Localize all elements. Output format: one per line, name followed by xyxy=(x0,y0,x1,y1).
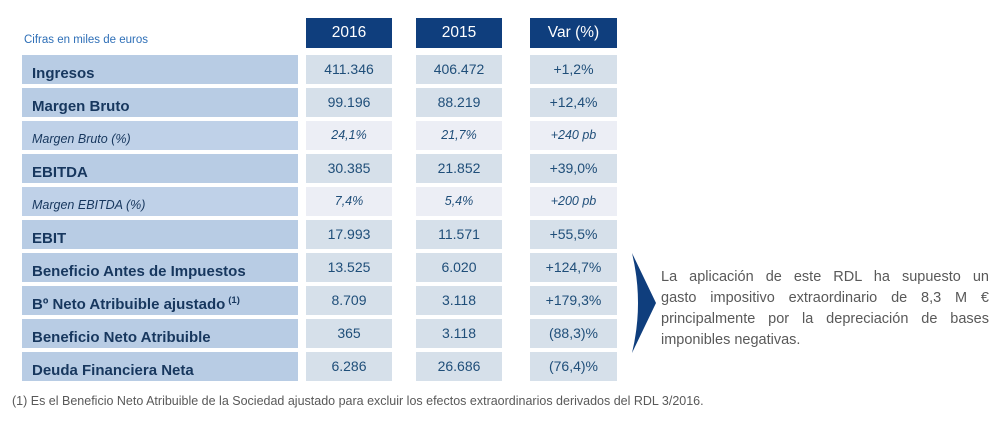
row-label: EBITDA xyxy=(22,154,298,183)
row-label: Deuda Financiera Neta xyxy=(22,352,298,381)
financial-results-table: Cifras en miles de euros 2016 2015 Var (… xyxy=(22,18,617,385)
value-2016: 8.709 xyxy=(306,286,392,315)
value-var: +1,2% xyxy=(530,55,617,84)
value-var: (88,3)% xyxy=(530,319,617,348)
value-2015: 88.219 xyxy=(416,88,502,117)
value-var: +124,7% xyxy=(530,253,617,282)
side-note: La aplicación de este RDL ha supuesto un… xyxy=(661,267,989,351)
value-var: +12,4% xyxy=(530,88,617,117)
value-2016: 99.196 xyxy=(306,88,392,117)
table-row: Deuda Financiera Neta 6.286 26.686 (76,4… xyxy=(22,352,617,381)
table-rows: Ingresos 411.346 406.472 +1,2% Margen Br… xyxy=(22,55,617,381)
value-2016: 411.346 xyxy=(306,55,392,84)
units-label: Cifras en miles de euros xyxy=(24,34,148,46)
side-note-line: principalmente por la depreciación de ba… xyxy=(661,311,989,327)
footnote-marker: (1) xyxy=(228,295,240,306)
value-var: +240 pb xyxy=(530,121,617,150)
value-2015: 5,4% xyxy=(416,187,502,216)
value-2015: 21.852 xyxy=(416,154,502,183)
value-2015: 26.686 xyxy=(416,352,502,381)
value-2016: 17.993 xyxy=(306,220,392,249)
value-2015: 21,7% xyxy=(416,121,502,150)
value-2015: 6.020 xyxy=(416,253,502,282)
value-2016: 365 xyxy=(306,319,392,348)
table-row: Margen Bruto 99.196 88.219 +12,4% xyxy=(22,88,617,117)
note-bracket-shape xyxy=(632,253,656,353)
value-2016: 24,1% xyxy=(306,121,392,150)
table-header-row: Cifras en miles de euros 2016 2015 Var (… xyxy=(22,18,617,48)
value-2015: 406.472 xyxy=(416,55,502,84)
column-header-2015: 2015 xyxy=(416,18,502,48)
footnote: (1) Es el Beneficio Neto Atribuible de l… xyxy=(12,394,704,408)
value-var: +55,5% xyxy=(530,220,617,249)
value-2015: 3.118 xyxy=(416,319,502,348)
value-var: +179,3% xyxy=(530,286,617,315)
row-label: Margen Bruto xyxy=(22,88,298,117)
side-note-line: La aplicación de este RDL ha supuesto un xyxy=(661,269,989,285)
table-row: EBIT 17.993 11.571 +55,5% xyxy=(22,220,617,249)
side-note-line: imponibles negativas. xyxy=(661,332,801,348)
row-label: Margen Bruto (%) xyxy=(22,121,298,150)
value-var: +200 pb xyxy=(530,187,617,216)
value-2016: 6.286 xyxy=(306,352,392,381)
value-2015: 11.571 xyxy=(416,220,502,249)
row-label: Beneficio Neto Atribuible xyxy=(22,319,298,348)
row-label: Ingresos xyxy=(22,55,298,84)
table-row: EBITDA 30.385 21.852 +39,0% xyxy=(22,154,617,183)
table-row: Beneficio Antes de Impuestos 13.525 6.02… xyxy=(22,253,617,282)
value-2015: 3.118 xyxy=(416,286,502,315)
value-2016: 30.385 xyxy=(306,154,392,183)
side-note-line: gasto impositivo extraordinario de 8,3 M… xyxy=(661,290,989,306)
value-2016: 7,4% xyxy=(306,187,392,216)
table-row: Margen EBITDA (%) 7,4% 5,4% +200 pb xyxy=(22,187,617,216)
table-row: Bº Neto Atribuible ajustado (1) 8.709 3.1… xyxy=(22,286,617,315)
row-label: Bº Neto Atribuible ajustado (1) xyxy=(22,286,298,315)
row-label: EBIT xyxy=(22,220,298,249)
value-var: (76,4)% xyxy=(530,352,617,381)
table-row: Ingresos 411.346 406.472 +1,2% xyxy=(22,55,617,84)
column-header-2016: 2016 xyxy=(306,18,392,48)
row-label: Margen EBITDA (%) xyxy=(22,187,298,216)
column-header-var: Var (%) xyxy=(530,18,617,48)
row-label: Beneficio Antes de Impuestos xyxy=(22,253,298,282)
value-var: +39,0% xyxy=(530,154,617,183)
table-row: Beneficio Neto Atribuible 365 3.118 (88,… xyxy=(22,319,617,348)
table-row: Margen Bruto (%) 24,1% 21,7% +240 pb xyxy=(22,121,617,150)
value-2016: 13.525 xyxy=(306,253,392,282)
